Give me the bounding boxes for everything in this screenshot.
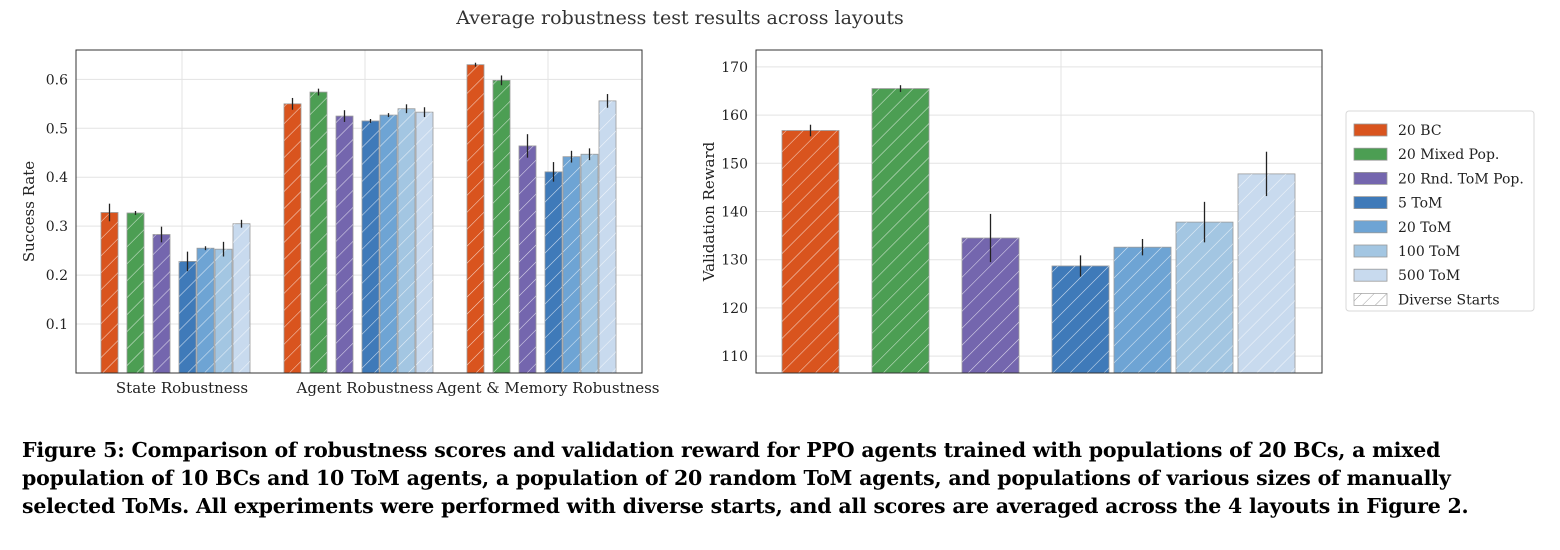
legend-swatch — [1353, 220, 1388, 234]
legend-label: 5 ToM — [1398, 196, 1442, 212]
y-axis-label: Validation Reward — [700, 141, 718, 282]
bar-hatch — [872, 88, 929, 373]
y-tick-label: 0.1 — [46, 317, 68, 333]
bar-hatch — [416, 112, 433, 374]
y-tick-label: 130 — [721, 253, 748, 269]
legend-entry: 20 ToM — [1353, 220, 1451, 236]
bar-hatch — [1052, 265, 1109, 373]
bar-hatch — [782, 130, 839, 373]
figure-svg: Average robustness test results across l… — [20, 7, 1535, 397]
legend-entry: 500 ToM — [1353, 268, 1460, 284]
bar-hatch — [127, 212, 144, 373]
bar-hatch — [1238, 173, 1295, 373]
legend-label: 20 Mixed Pop. — [1398, 147, 1499, 163]
legend-label: 500 ToM — [1398, 268, 1460, 284]
y-tick-label: 170 — [721, 60, 748, 76]
bar-hatch — [101, 212, 118, 373]
legend-swatch — [1353, 268, 1388, 282]
legend: 20 BC 20 Mixed Pop. 20 Rnd. ToM Pop. 5 ToM 2… — [1345, 110, 1535, 312]
legend-swatch — [1353, 244, 1388, 258]
y-tick-label: 0.4 — [46, 170, 68, 186]
plot-frame — [755, 49, 1323, 374]
figure-caption: Figure 5: Comparison of robustness score… — [22, 438, 1469, 518]
legend-entry: 20 BC — [1353, 123, 1442, 139]
figure-title: Average robustness test results across l… — [455, 7, 903, 29]
bar-hatch — [581, 154, 598, 373]
legend-entry: 20 Rnd. ToM Pop. — [1353, 171, 1524, 187]
legend-entry: Diverse Starts — [1353, 292, 1500, 308]
legend-box — [1345, 110, 1535, 312]
legend-swatch — [1353, 123, 1388, 137]
y-tick-label: 0.5 — [46, 121, 68, 137]
bar-hatch — [380, 115, 397, 374]
bar-hatch — [467, 64, 484, 373]
bar-hatch — [519, 145, 536, 373]
bar-hatch — [493, 80, 510, 374]
bar-hatch — [563, 156, 580, 373]
y-tick-label: 0.6 — [46, 72, 68, 88]
y-tick-label: 160 — [721, 108, 748, 124]
y-tick-label: 140 — [721, 205, 748, 221]
bar-hatch — [179, 261, 196, 373]
y-tick-label: 0.2 — [46, 268, 68, 284]
bar-hatch — [1176, 222, 1233, 373]
x-tick-label: Agent & Memory Robustness — [435, 379, 659, 397]
legend-swatch — [1353, 292, 1388, 306]
bar-hatch — [599, 100, 616, 373]
legend-label: Diverse Starts — [1398, 292, 1500, 308]
legend-swatch — [1353, 196, 1388, 210]
bar-hatch — [1114, 247, 1171, 373]
bar-hatch — [284, 103, 301, 373]
bar-hatch — [336, 116, 353, 374]
legend-swatch — [1353, 171, 1388, 185]
legend-entry: 5 ToM — [1353, 196, 1442, 212]
bar-hatch — [233, 223, 250, 373]
legend-swatch — [1353, 147, 1388, 161]
bar-hatch — [153, 234, 170, 373]
legend-label: 100 ToM — [1398, 244, 1460, 260]
validation-reward-chart: 110 120 130 140 150 160 170 Validation Reward — [700, 49, 1323, 374]
x-tick-label: Agent Robustness — [295, 379, 433, 397]
bar-hatch — [310, 92, 327, 373]
y-tick-label: 110 — [721, 349, 748, 365]
y-tick-label: 120 — [721, 301, 748, 317]
bar-hatch — [362, 120, 379, 373]
legend-label: 20 BC — [1398, 123, 1442, 139]
success-rate-chart: 0.1 0.2 0.3 0.4 0.5 0.6 Success Rate State Robu… — [20, 49, 660, 397]
bar-hatch — [215, 249, 232, 373]
plot-frame — [75, 49, 643, 374]
legend-label: 20 ToM — [1398, 220, 1451, 236]
bar-hatch — [197, 248, 214, 373]
bar-hatch — [545, 171, 562, 373]
legend-label: 20 Rnd. ToM Pop. — [1398, 171, 1524, 187]
legend-entry: 20 Mixed Pop. — [1353, 147, 1499, 163]
bar-hatch — [398, 108, 415, 374]
y-tick-label: 150 — [721, 156, 748, 172]
legend-entry: 100 ToM — [1353, 244, 1460, 260]
y-axis-label: Success Rate — [20, 161, 38, 262]
x-tick-label: State Robustness — [116, 379, 248, 397]
y-tick-label: 0.3 — [46, 219, 68, 235]
